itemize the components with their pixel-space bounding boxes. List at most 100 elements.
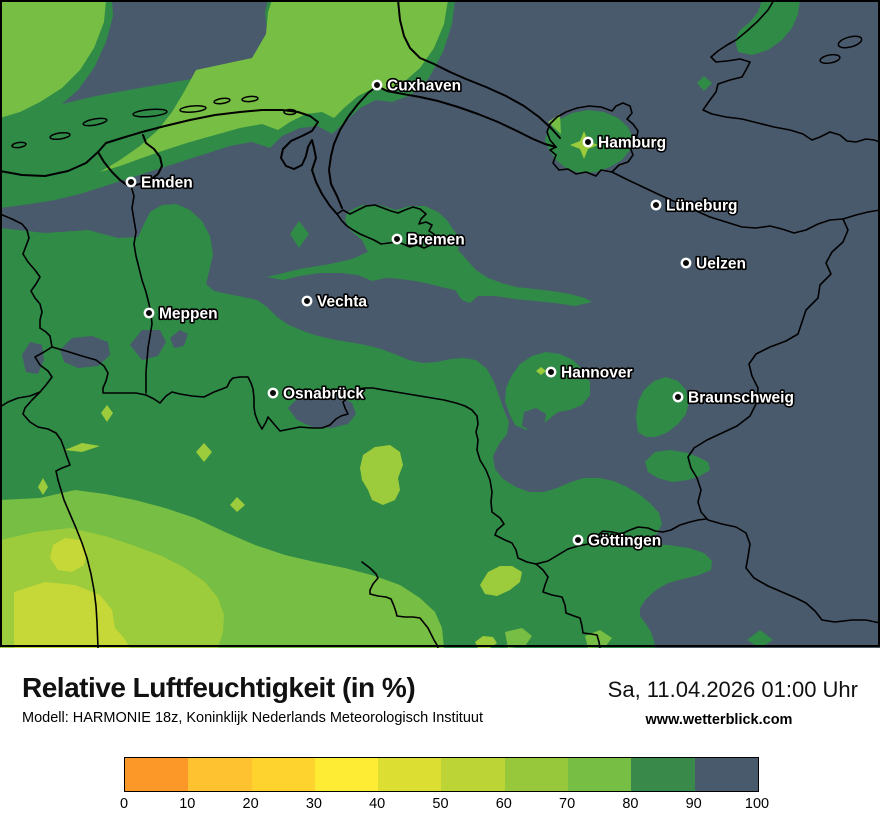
border-east-vertical [687, 218, 880, 624]
legend-segment [441, 758, 505, 791]
page-title: Relative Luftfeuchtigkeit (in %) [22, 672, 416, 703]
city-label: Bremen [407, 232, 465, 249]
city-label: Emden [141, 175, 193, 192]
city-marker [582, 136, 594, 148]
region-bremen-band [267, 205, 592, 306]
legend-tick-label: 100 [744, 796, 770, 812]
forecast-datetime: Sa, 11.04.2026 01:00 Uhr [607, 677, 858, 702]
borders [0, 0, 880, 648]
humidity-legend [124, 757, 759, 792]
city-markers: Cuxhaven Hamburg Emden Lüneburg Bremen Uelzen… [125, 76, 796, 551]
border-teutoburg [51, 346, 601, 648]
city-label: Braunschweig [688, 390, 794, 407]
region-diamond-vechta [290, 221, 309, 248]
legend-segment [378, 758, 442, 791]
region-light-diamond-3 [230, 497, 245, 512]
legend-tick-label: 0 [119, 796, 129, 812]
city-label: Cuxhaven [387, 78, 461, 95]
city-label: Uelzen [696, 256, 746, 273]
website-link[interactable]: www.wetterblick.com [645, 712, 793, 728]
city-label: Hannover [561, 365, 633, 382]
lake-2 [819, 53, 841, 65]
region-hannover [505, 352, 590, 430]
region-light-wedge [65, 443, 100, 452]
legend-segment [631, 758, 695, 791]
legend-tick-label: 10 [179, 796, 196, 812]
region-hannover-dot [536, 367, 546, 375]
coastlines [0, 0, 561, 215]
region-diamond-southeast [747, 630, 773, 648]
coastline-weser-east-bank [328, 85, 557, 209]
city-marker [545, 366, 557, 378]
legend-tick-label: 40 [369, 796, 386, 812]
legend-segment [504, 758, 569, 791]
border-goettingen-east [535, 518, 707, 565]
island-3 [82, 117, 108, 127]
pocket-osnabrueck [288, 392, 356, 428]
lake-1 [837, 35, 863, 49]
border-nl-north [0, 213, 43, 329]
city-marker [572, 534, 584, 546]
city-label: Meppen [159, 306, 218, 323]
city-marker [301, 295, 313, 307]
legend-tick-label: 80 [622, 796, 639, 812]
border-nl-south [22, 391, 99, 648]
region-northwest-inner-west [0, 0, 106, 118]
map-footer: Relative Luftfeuchtigkeit (in %) Sa, 11.… [0, 648, 880, 830]
city-marker [125, 176, 137, 188]
city-marker [143, 307, 155, 319]
legend-tick-label: 60 [495, 796, 512, 812]
legend-segment [188, 758, 252, 791]
city-label: Vechta [317, 294, 367, 311]
legend-segment [568, 758, 632, 791]
legend-tick-label: 20 [242, 796, 259, 812]
city-label: Lüneburg [666, 198, 737, 215]
map-frame [0, 0, 880, 647]
border-elbe-southeast [611, 171, 880, 234]
island-6 [213, 97, 231, 105]
city-label: Hamburg [598, 135, 666, 152]
legend-tick-label: 30 [305, 796, 322, 812]
region-braunschweig [636, 377, 689, 437]
city-marker [267, 387, 279, 399]
island-4 [132, 108, 168, 118]
region-light-blob-east [360, 445, 403, 505]
legend-segment [251, 758, 315, 791]
city-label: Göttingen [588, 533, 661, 550]
region-bottom-blob-1 [505, 628, 532, 648]
city-marker [672, 391, 684, 403]
region-pale-blob-1 [50, 538, 87, 572]
islands [11, 35, 863, 149]
pocket-1 [22, 342, 44, 374]
island-5 [179, 105, 207, 113]
border-nrw-west [0, 327, 53, 408]
regions-humidity-50-60 [14, 538, 130, 648]
region-light-diamond-4 [101, 405, 113, 422]
border-bremen-loop [336, 204, 437, 249]
border-hamburg-loop [546, 102, 639, 177]
region-pale-blob-2 [14, 582, 130, 648]
legend-segment [694, 758, 758, 791]
humidity-legend-ticks: 0 10 20 30 40 50 60 70 80 90 100 [120, 796, 769, 816]
region-light-leaf [480, 566, 522, 596]
border-hesse [361, 561, 439, 648]
island-7 [241, 95, 259, 103]
coastline-east-frisia [0, 109, 338, 215]
humidity-map: Cuxhaven Hamburg Emden Lüneburg Bremen Uelzen… [0, 0, 880, 648]
island-1 [11, 141, 27, 149]
coastline-emden-bay [97, 134, 163, 187]
pocket-2 [60, 336, 110, 368]
city-label: Osnabrück [283, 386, 364, 403]
river-ems [130, 185, 153, 394]
region-northeast-patch [735, 0, 800, 55]
region-light-diamond-1 [196, 443, 212, 462]
coastline-elbe-north-bank [397, 0, 561, 139]
pocket-4 [170, 330, 188, 348]
legend-segment [125, 758, 189, 791]
island-2 [49, 131, 71, 141]
region-hamburg-west-tip [548, 114, 561, 134]
city-marker [371, 79, 383, 91]
legend-segment [314, 758, 379, 791]
legend-tick-label: 70 [559, 796, 576, 812]
region-light-diamond-2 [38, 478, 48, 495]
